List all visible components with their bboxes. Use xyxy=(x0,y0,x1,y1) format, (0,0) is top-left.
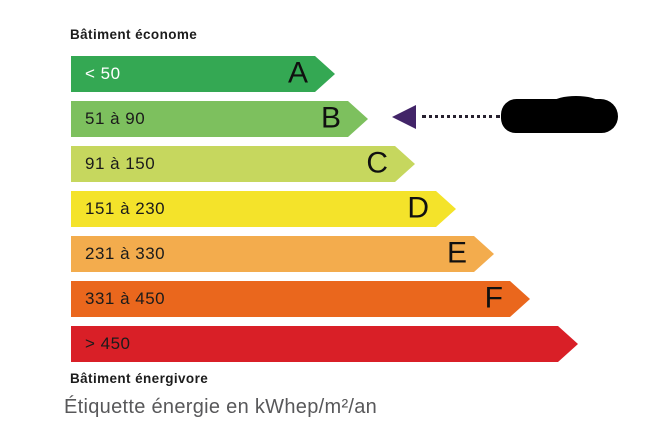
energy-bar-e: 231 à 330 E xyxy=(71,236,494,272)
dotted-connector-line xyxy=(422,115,500,118)
energy-bar-row-c: 91 à 150 C xyxy=(71,146,578,182)
caption-title: Étiquette énergie en kWhep/m²/an xyxy=(64,396,378,418)
range-label-d: 151 à 230 xyxy=(85,199,166,218)
bottom-label: Bâtiment énergivore xyxy=(70,371,209,386)
top-label: Bâtiment économe xyxy=(70,27,198,42)
energy-bar-row-b: 51 à 90 B xyxy=(71,101,578,137)
class-letter-f: F xyxy=(484,281,503,315)
range-label-c: 91 à 150 xyxy=(85,154,156,173)
energy-bar-b: 51 à 90 B xyxy=(71,101,368,137)
class-letter-d: D xyxy=(407,191,429,225)
energy-bar-c: 91 à 150 C xyxy=(71,146,415,182)
energy-bar-a: < 50 A xyxy=(71,56,335,92)
energy-bar-row-e: 231 à 330 E xyxy=(71,236,578,272)
class-letter-b: B xyxy=(320,101,341,135)
energy-bar-d: 151 à 230 D xyxy=(71,191,456,227)
energy-bar-row-d: 151 à 230 D xyxy=(71,191,578,227)
energy-scale: < 50 A 51 à 90 B 91 à 150 C 151 à 230 D 231 à 33… xyxy=(71,56,578,371)
energy-bar-row-a: < 50 A xyxy=(71,56,578,92)
energy-bar-row-g: > 450 xyxy=(71,326,578,362)
range-label-e: 231 à 330 xyxy=(85,244,166,263)
range-label-b: 51 à 90 xyxy=(85,109,146,128)
class-letter-c: C xyxy=(366,146,388,180)
class-letter-e: E xyxy=(446,236,467,270)
selected-class-left-arrow-icon xyxy=(392,105,416,129)
range-label-a: < 50 xyxy=(85,64,121,83)
redacted-value-scribble xyxy=(501,96,618,133)
energy-bar-f: 331 à 450 F xyxy=(71,281,530,317)
energy-bar-g: > 450 xyxy=(71,326,578,362)
energy-bar-row-f: 331 à 450 F xyxy=(71,281,578,317)
range-label-g: > 450 xyxy=(85,334,131,353)
range-label-f: 331 à 450 xyxy=(85,289,166,308)
class-letter-a: A xyxy=(287,56,308,90)
